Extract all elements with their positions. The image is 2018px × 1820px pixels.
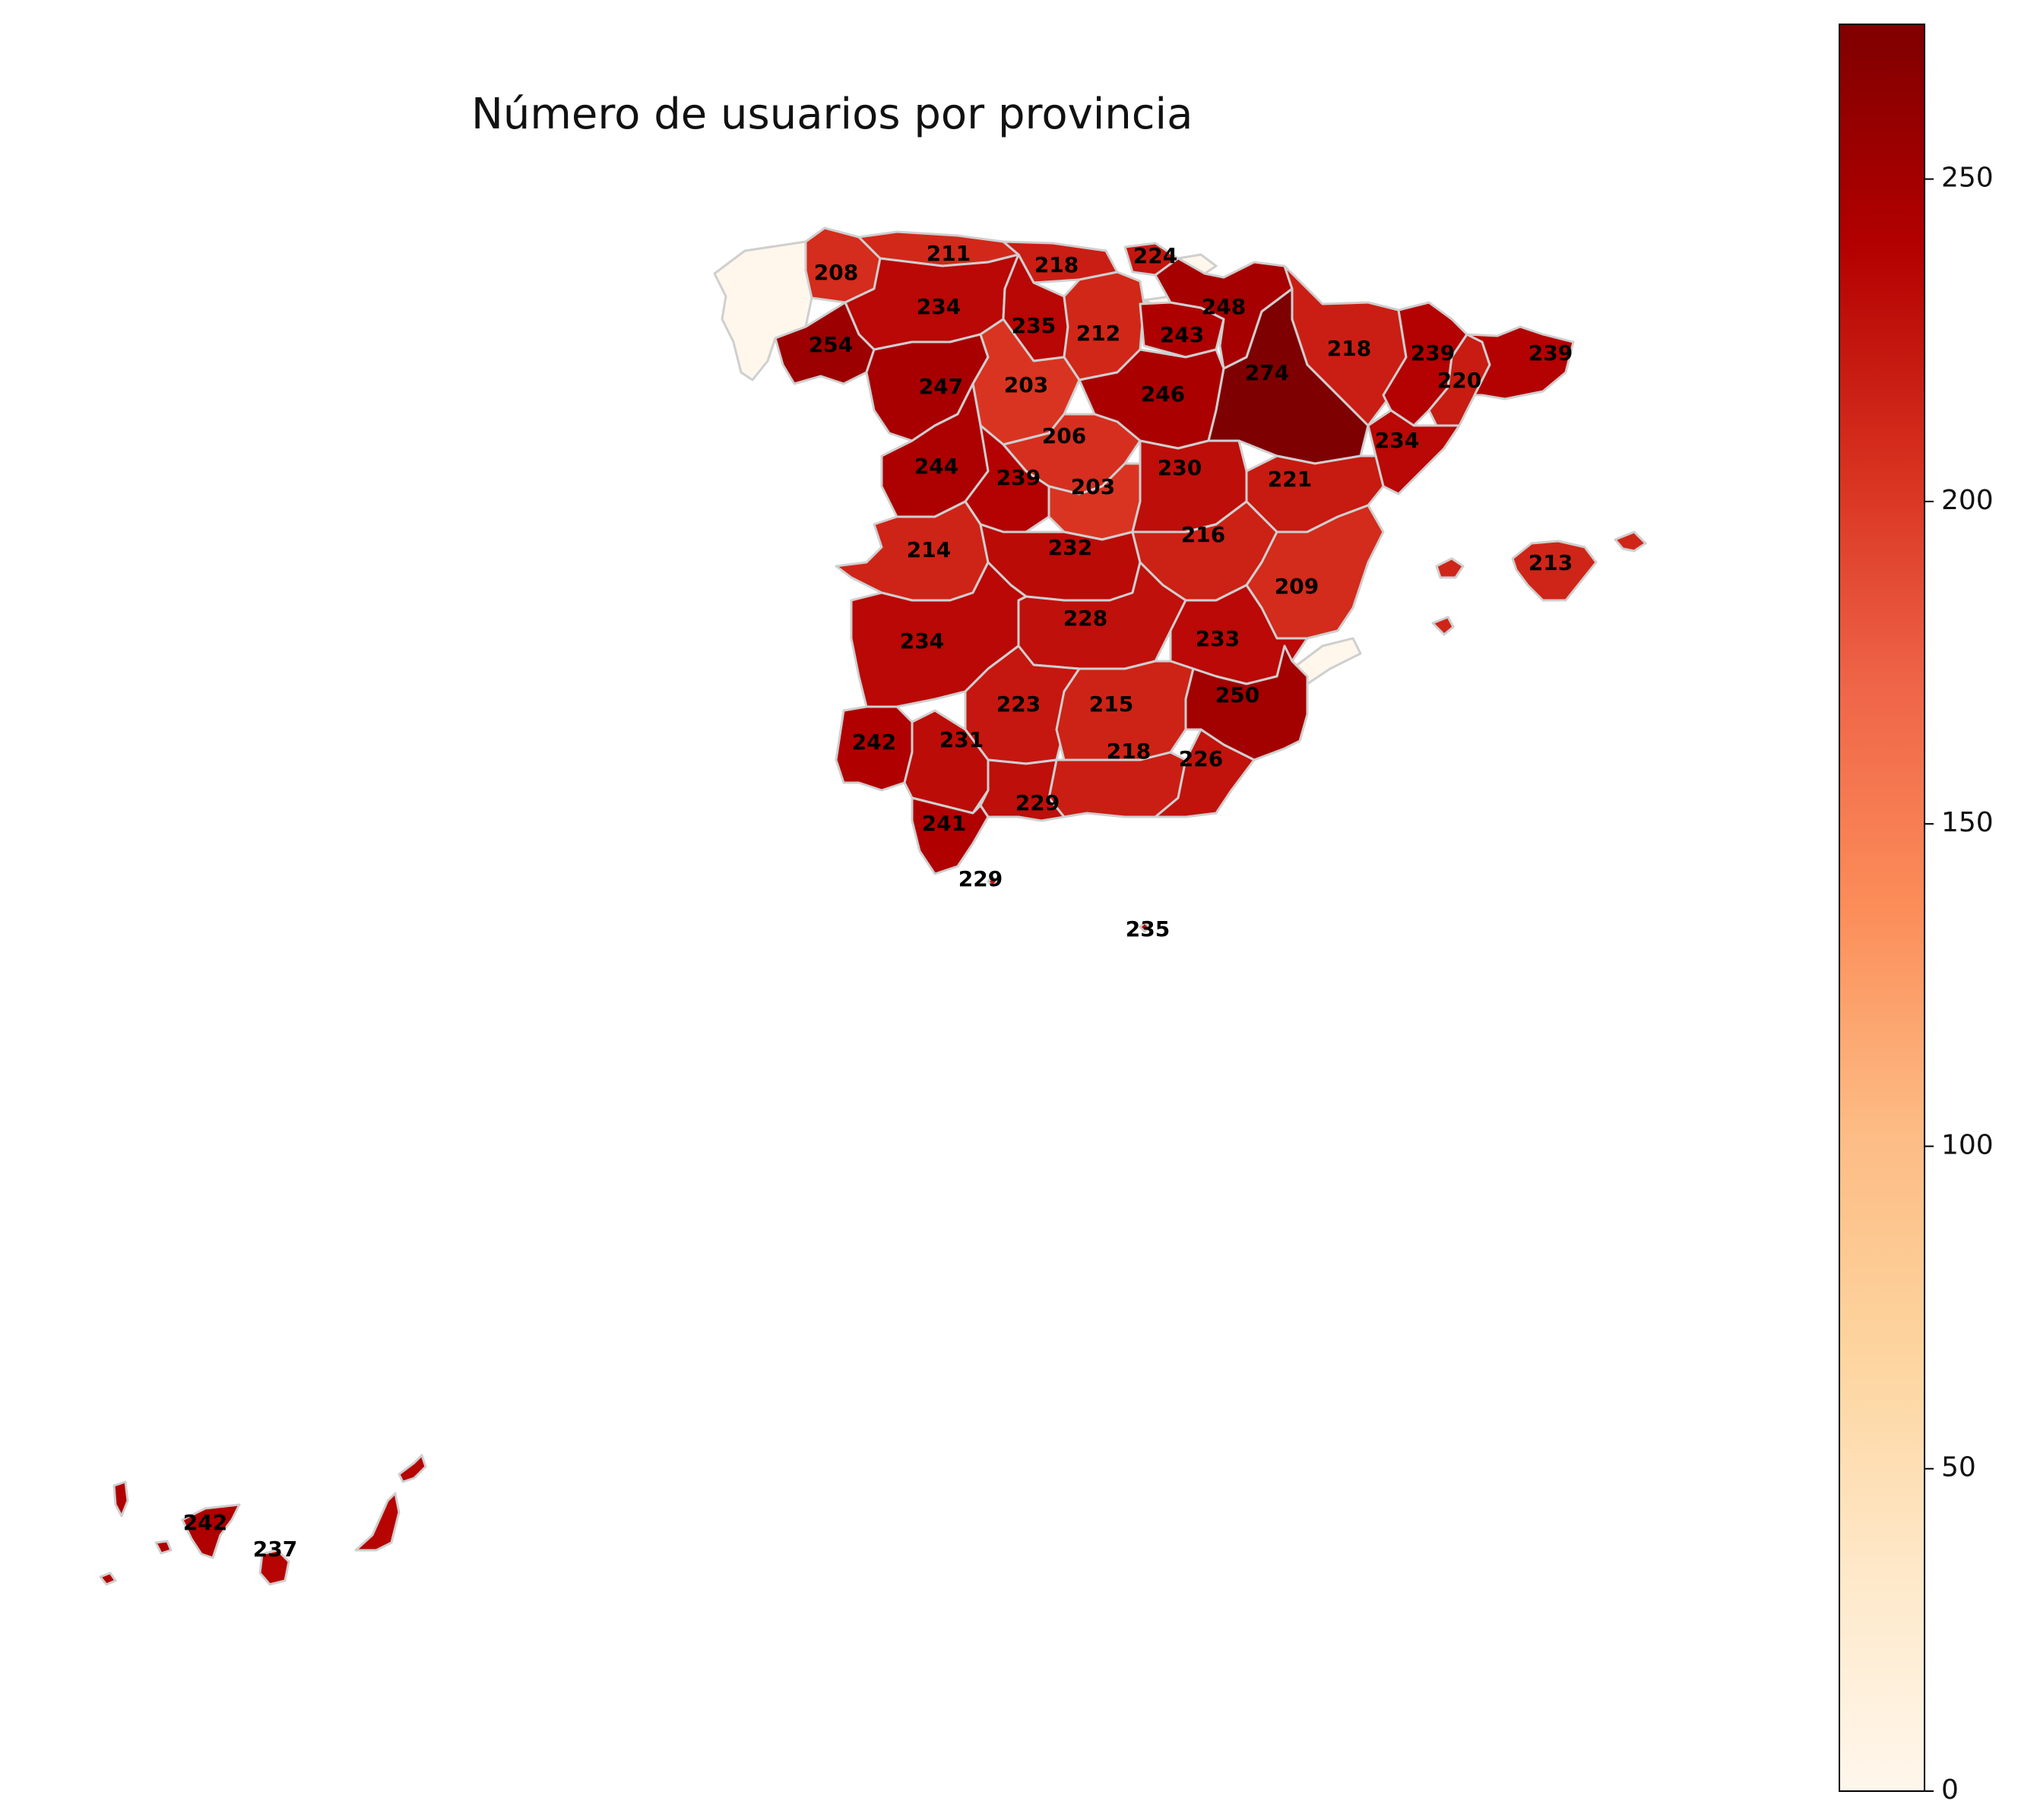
province-value-label: 214: [907, 537, 951, 562]
colorbar-tick-label: 100: [1941, 1129, 1994, 1160]
map-title: Número de usuarios por provincia: [471, 90, 1193, 139]
province-value-label: 223: [996, 692, 1041, 717]
province-value-label: 231: [939, 727, 984, 752]
province-value-label: 246: [1141, 381, 1185, 407]
province-value-label: 213: [1529, 550, 1573, 575]
province-value-label: 215: [1089, 692, 1133, 717]
province-regions: [99, 226, 1647, 1586]
province-value-label: 211: [927, 241, 971, 266]
province-value-label: 206: [1042, 423, 1086, 448]
province-value-label: 221: [1268, 467, 1312, 492]
province-value-label: 239: [996, 465, 1041, 490]
province-value-label: 203: [1004, 372, 1048, 397]
island-region: [112, 1480, 129, 1518]
province-region: [1139, 921, 1151, 933]
province-value-label: 241: [922, 811, 966, 836]
province-value-label: 220: [1437, 368, 1481, 393]
province-value-label: 224: [1133, 243, 1177, 268]
province-region: [1055, 660, 1195, 761]
colorbar-tick-label: 250: [1941, 163, 1994, 194]
province-value-label: 218: [1327, 336, 1371, 361]
province-value-label: 218: [1107, 739, 1151, 764]
province-region: [1184, 644, 1309, 761]
island-region: [99, 1572, 117, 1586]
province-value-label: 274: [1245, 360, 1289, 385]
province-value-label: 239: [1411, 340, 1455, 366]
island-region: [1431, 616, 1455, 636]
province-region: [181, 1503, 241, 1559]
province-value-label: 250: [1215, 682, 1259, 707]
province-value-label: 254: [809, 332, 853, 357]
province-value-label: 232: [1048, 535, 1092, 560]
colorbar: 0 50 100 150 200 250: [1839, 24, 1994, 1806]
island-region: [398, 1454, 427, 1483]
province-value-label: 235: [1012, 313, 1056, 338]
province-region: [258, 1549, 290, 1586]
province-value-label: 208: [814, 260, 858, 285]
province-value-label: 247: [919, 374, 963, 399]
province-region: [911, 796, 990, 875]
province-value-label: 226: [1179, 746, 1223, 771]
colorbar-tick-label: 0: [1941, 1774, 1959, 1806]
colorbar-tick-label: 200: [1941, 485, 1994, 516]
province-value-label: 229: [958, 866, 1003, 891]
province-region: [1465, 325, 1575, 400]
province-value-label: 235: [1126, 916, 1170, 942]
province-value-label: 216: [1181, 522, 1225, 547]
province-value-label: 228: [1063, 606, 1107, 631]
province-value-label: 242: [183, 1510, 227, 1535]
colorbar-tick-label: 50: [1941, 1452, 1976, 1483]
colorbar-tick-label: 150: [1941, 807, 1994, 838]
province-region: [1283, 264, 1408, 427]
province-value-label: 212: [1076, 321, 1120, 346]
province-value-label: 230: [1158, 455, 1202, 480]
island-region: [354, 1492, 401, 1552]
province-region: [987, 875, 999, 888]
province-value-labels: 208 211 218 224 234 235 212 243 248 254 247 203 246 2…: [183, 241, 1573, 1562]
province-value-label: 233: [1196, 626, 1240, 651]
province-value-label: 203: [1071, 474, 1115, 499]
province-value-label: 234: [917, 294, 961, 319]
province-value-label: 239: [1529, 340, 1573, 366]
province-value-label: 218: [1034, 252, 1079, 277]
island-region: [1435, 557, 1465, 579]
province-value-label: 237: [253, 1537, 297, 1562]
province-value-label: 234: [900, 628, 944, 654]
island-region: [1614, 530, 1647, 552]
province-value-label: 229: [1015, 790, 1060, 815]
province-value-label: 243: [1160, 322, 1204, 347]
colorbar-gradient: [1839, 24, 1925, 1792]
province-value-label: 242: [852, 730, 896, 755]
province-region: [850, 561, 1028, 708]
province-value-label: 209: [1275, 574, 1319, 599]
province-value-label: 234: [1375, 428, 1419, 453]
province-region: [1154, 728, 1256, 818]
province-value-label: 248: [1202, 294, 1246, 319]
province-value-label: 244: [914, 454, 958, 479]
island-region: [154, 1540, 173, 1555]
province-region: [1511, 540, 1598, 602]
